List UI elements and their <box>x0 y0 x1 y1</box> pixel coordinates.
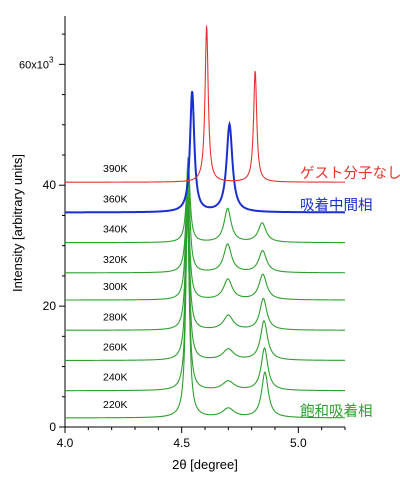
axes: 4.0 4.5 5.0 0 20 40 60x10 3 <box>19 16 346 450</box>
series-label-300K: 300K <box>103 281 128 293</box>
x-tick-label: 4.5 <box>173 436 190 450</box>
series-lines <box>64 25 346 419</box>
y-tick-label: 0 <box>49 420 56 434</box>
series-line-390K <box>64 25 345 183</box>
series-line-360K <box>65 90 345 214</box>
y-tick-label-top: 60x10 <box>19 59 49 71</box>
series-line-300K <box>65 178 345 301</box>
series-label-390K: 390K <box>103 163 128 175</box>
series-line-240K <box>65 209 345 392</box>
x-tick-label: 5.0 <box>290 436 307 450</box>
series-line-320K <box>65 163 345 274</box>
x-axis-title: 2θ [degree] <box>172 457 238 472</box>
y-tick-label-exponent: 3 <box>49 55 54 64</box>
series-line-220K <box>65 205 345 419</box>
series-labels: 220K 240K 260K 280K 300K 320K 340K 360K 390K <box>103 163 128 411</box>
phase-annotation: ゲスト分子なし <box>300 165 400 182</box>
series-label-320K: 320K <box>103 254 128 266</box>
series-label-260K: 260K <box>103 342 128 354</box>
phase-annotation: 吸着中間相 <box>300 197 373 214</box>
y-tick-label: 20 <box>43 299 57 313</box>
series-label-240K: 240K <box>103 372 128 384</box>
series-label-280K: 280K <box>103 311 128 323</box>
x-tick-label: 4.0 <box>57 436 74 450</box>
series-label-360K: 360K <box>103 193 128 205</box>
series-line-340K <box>65 156 345 244</box>
series-line-260K <box>65 196 346 361</box>
phase-annotation: 飽和吸着相 <box>300 403 373 420</box>
y-axis-title: Intensity [arbitrary units] <box>10 154 25 292</box>
y-tick-label: 40 <box>43 178 57 192</box>
series-label-220K: 220K <box>103 399 128 411</box>
series-label-340K: 340K <box>103 224 128 236</box>
series-line-280K <box>65 190 345 331</box>
